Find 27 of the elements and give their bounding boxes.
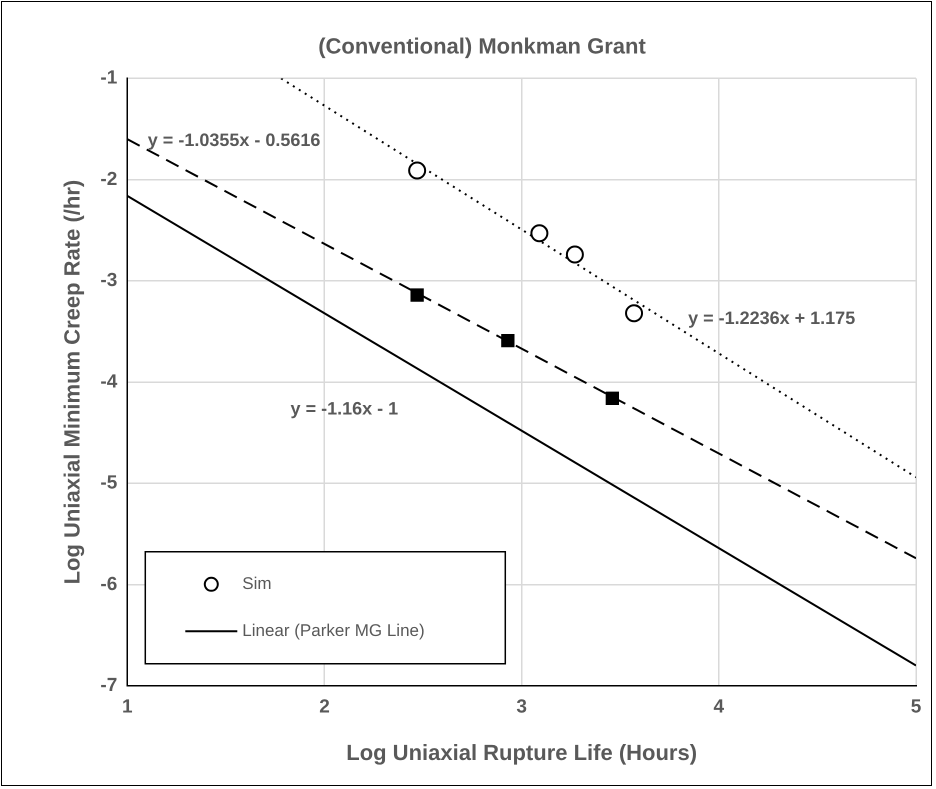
annotation: y = -1.0355x - 0.5616 <box>148 130 320 150</box>
point <box>501 334 514 348</box>
point <box>408 162 426 180</box>
y-tick-label: -3 <box>100 270 118 292</box>
x-tick-label: 1 <box>122 696 134 718</box>
y-tick-label: -2 <box>100 168 118 190</box>
point <box>606 392 620 405</box>
y-axis-title: Log Uniaxial Minimum Creep Rate (/hr) <box>59 180 84 584</box>
point <box>566 246 584 264</box>
x-tick-label: 2 <box>319 696 330 718</box>
chart-title: (Conventional) Monkman Grant <box>318 33 646 58</box>
y-tick-label: -1 <box>100 68 118 89</box>
x-axis-title: Log Uniaxial Rupture Life (Hours) <box>346 740 698 765</box>
annotation: y = -1.2236x + 1.175 <box>688 308 856 328</box>
y-tick-label: -7 <box>100 675 118 696</box>
point <box>625 304 644 322</box>
legend-label: Linear (Parker MG Line) <box>242 620 425 640</box>
legend-label: Sim <box>242 574 272 593</box>
x-tick-label: 5 <box>910 696 922 718</box>
point <box>410 288 424 302</box>
x-tick-label: 4 <box>714 696 725 718</box>
annotation: y = -1.16x - 1 <box>290 398 398 418</box>
y-tick-label: -5 <box>100 472 118 494</box>
y-tick-label: -6 <box>100 574 118 595</box>
point <box>530 224 548 242</box>
y-tick-label: -4 <box>100 371 118 392</box>
x-tick-label: 3 <box>516 696 527 718</box>
